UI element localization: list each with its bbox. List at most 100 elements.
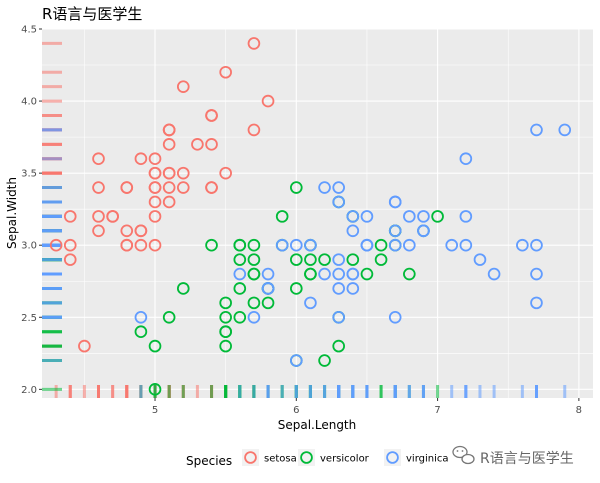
data-point-setosa	[120, 238, 134, 252]
data-point-virginica	[233, 267, 247, 281]
legend-key-setosa	[244, 451, 257, 464]
y-tick-label: 4.5	[21, 25, 37, 36]
data-point-versicolor	[233, 282, 247, 295]
data-point-virginica	[530, 123, 543, 137]
data-point-versicolor	[247, 296, 261, 310]
legend-label-virginica: virginica	[406, 454, 449, 465]
data-point-virginica	[247, 310, 261, 324]
data-point-versicolor	[403, 267, 416, 281]
data-point-setosa	[148, 210, 162, 223]
data-point-setosa	[162, 166, 176, 180]
data-point-versicolor	[290, 282, 303, 295]
data-point-virginica	[473, 253, 487, 266]
data-point-versicolor	[360, 267, 374, 281]
data-point-versicolor	[318, 354, 331, 367]
data-point-virginica	[346, 267, 360, 281]
data-point-setosa	[219, 166, 232, 180]
x-axis-title: Sepal.Length	[278, 418, 357, 432]
data-point-setosa	[219, 65, 232, 79]
data-point-virginica	[332, 253, 345, 266]
data-point-virginica	[332, 310, 345, 324]
data-point-virginica	[346, 210, 360, 223]
x-axis: 5 6 7 8	[152, 398, 582, 416]
data-point-setosa	[261, 94, 275, 108]
data-point-versicolor	[247, 238, 261, 252]
data-point-virginica	[388, 224, 402, 238]
data-point-versicolor	[346, 253, 360, 266]
data-point-setosa	[120, 224, 134, 238]
data-point-virginica	[530, 296, 543, 310]
legend: Species setosa versicolor virginica	[186, 449, 449, 468]
data-point-versicolor	[233, 253, 247, 266]
data-point-setosa	[63, 253, 77, 266]
data-point-setosa	[162, 138, 176, 151]
y-axis-title: Sepal.Width	[5, 177, 19, 249]
data-point-versicolor	[219, 339, 232, 353]
data-point-setosa	[92, 181, 105, 194]
data-point-virginica	[388, 310, 402, 324]
data-point-setosa	[92, 152, 105, 166]
data-point-versicolor	[318, 253, 331, 266]
data-point-setosa	[92, 224, 105, 238]
data-point-virginica	[417, 210, 430, 223]
data-point-virginica	[403, 238, 416, 252]
x-tick-label: 6	[293, 405, 299, 416]
data-point-versicolor	[219, 310, 232, 324]
data-point-setosa	[63, 238, 77, 252]
data-point-versicolor	[304, 253, 317, 266]
data-point-virginica	[318, 181, 331, 194]
data-point-virginica	[459, 238, 473, 252]
data-point-virginica	[318, 267, 331, 281]
data-point-setosa	[176, 80, 190, 93]
data-point-versicolor	[275, 210, 289, 223]
data-point-virginica	[459, 210, 473, 223]
data-points	[49, 37, 572, 396]
x-tick-label: 7	[434, 405, 440, 416]
data-point-setosa	[63, 210, 77, 223]
data-point-virginica	[558, 123, 572, 137]
data-point-virginica	[530, 238, 543, 252]
data-point-setosa	[134, 152, 148, 166]
data-point-virginica	[417, 224, 430, 238]
data-point-virginica	[290, 354, 303, 367]
data-point-virginica	[360, 238, 374, 252]
y-axis: 2.0 2.5 3.0 3.5 4.0 4.5	[21, 25, 42, 396]
data-point-virginica	[304, 296, 317, 310]
data-point-setosa	[134, 224, 148, 238]
rug-marks	[42, 41, 567, 398]
data-point-setosa	[162, 181, 176, 194]
data-point-virginica	[346, 224, 360, 238]
data-point-setosa	[176, 166, 190, 180]
data-point-versicolor	[304, 267, 317, 281]
y-tick-label: 3.0	[21, 241, 37, 252]
data-point-setosa	[148, 195, 162, 209]
data-point-versicolor	[290, 253, 303, 266]
data-point-setosa	[205, 138, 218, 151]
data-point-setosa	[148, 238, 162, 252]
data-point-setosa	[106, 210, 119, 223]
data-point-versicolor	[247, 267, 261, 281]
data-point-virginica	[530, 267, 543, 281]
data-point-setosa	[162, 195, 176, 209]
data-point-setosa	[176, 181, 190, 194]
plot-panel	[42, 29, 593, 398]
y-tick-label: 2.0	[21, 385, 37, 396]
data-point-versicolor	[332, 339, 345, 353]
data-point-virginica	[134, 310, 148, 324]
legend-title: Species	[186, 454, 232, 468]
data-point-virginica	[360, 210, 374, 223]
watermark-text: R语言与医学生	[480, 451, 574, 467]
x-tick-label: 8	[576, 405, 582, 416]
data-point-setosa	[134, 238, 148, 252]
data-point-versicolor	[134, 325, 148, 338]
data-point-setosa	[148, 152, 162, 166]
y-tick-label: 2.5	[21, 313, 37, 324]
data-point-versicolor	[233, 238, 247, 252]
y-tick-label: 4.0	[21, 97, 37, 108]
data-point-setosa	[162, 123, 176, 137]
data-point-virginica	[332, 282, 345, 295]
data-point-versicolor	[374, 238, 388, 252]
data-point-virginica	[487, 267, 501, 281]
data-point-virginica	[332, 181, 345, 194]
